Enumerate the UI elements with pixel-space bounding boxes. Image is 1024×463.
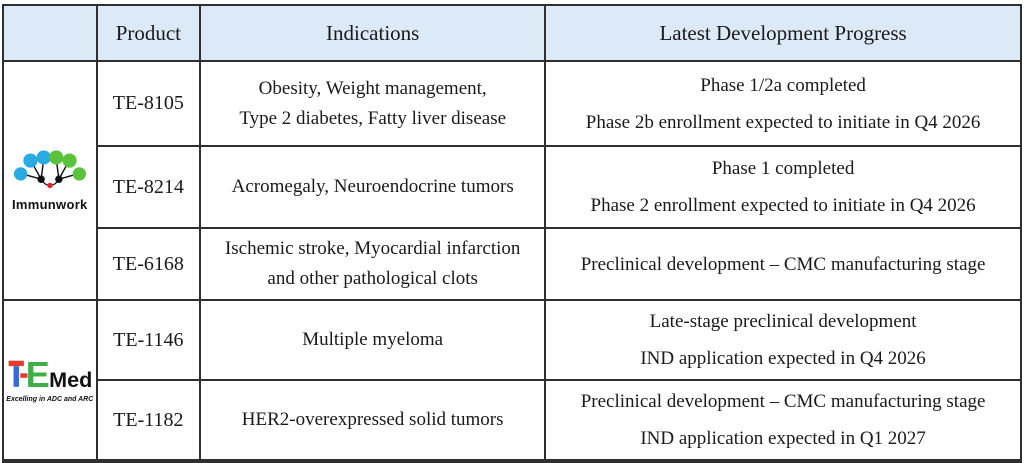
pipeline-table: Product Indications Latest Development P… [2, 4, 1022, 463]
indication-line: Obesity, Weight management, [258, 77, 487, 99]
table-row: TE-1182 HER2-overexpressed solid tumors … [3, 379, 1022, 462]
indication-line: Acromegaly, Neuroendocrine tumors [231, 176, 514, 197]
indications-cell: Acromegaly, Neuroendocrine tumors [199, 145, 547, 229]
product-cell: TE-1182 [95, 379, 202, 462]
product-cell: TE-8105 [95, 60, 202, 147]
header-progress: Latest Development Progress [544, 4, 1022, 62]
progress-line: Preclinical development – CMC manufactur… [580, 391, 986, 412]
progress-cell: Preclinical development – CMC manufactur… [544, 379, 1022, 462]
product-cell: TE-8214 [95, 145, 202, 229]
company-logo-cell-immunwork: Immunwork [2, 60, 98, 301]
svg-text:Meds: Meds [49, 366, 92, 391]
svg-text:E: E [25, 358, 49, 394]
progress-line: Phase 2 enrollment expected to initiate … [590, 195, 976, 216]
header-product: Product [95, 4, 202, 62]
table-row: TE-6168 Ischemic stroke, Myocardial infa… [3, 227, 1022, 301]
progress-line: Phase 2b enrollment expected to initiate… [585, 111, 981, 133]
progress-line: Phase 1 completed [711, 158, 855, 179]
indication-line: Type 2 diabetes, Fatty liver disease [239, 107, 507, 129]
progress-line: Preclinical development – CMC manufactur… [580, 253, 986, 275]
table-row: E Meds Excelling in ADC and ARC TE-1146 … [2, 299, 1022, 462]
indication-line: Multiple myeloma [302, 329, 444, 350]
company-logo-cell-temeds: E Meds Excelling in ADC and ARC [2, 299, 98, 462]
temeds-tagline: Excelling in ADC and ARC [6, 395, 94, 403]
temeds-logo: E Meds Excelling in ADC and ARC [6, 358, 93, 403]
temeds-wordmark-icon: E Meds [8, 358, 92, 394]
indications-cell: Ischemic stroke, Myocardial infarction a… [199, 227, 547, 301]
indication-line: and other pathological clots [267, 268, 478, 289]
progress-cell: Phase 1/2a completed Phase 2b enrollment… [544, 60, 1022, 147]
product-cell: TE-1146 [95, 299, 202, 381]
immunwork-logo: Immunwork [10, 149, 90, 212]
header-indications: Indications [199, 4, 547, 62]
indication-line: HER2-overexpressed solid tumors [241, 409, 504, 430]
immunwork-molecule-icon [13, 149, 86, 188]
product-cell: TE-6168 [95, 227, 202, 301]
indications-cell: HER2-overexpressed solid tumors [199, 379, 547, 462]
progress-line: IND application expected in Q1 2027 [640, 428, 926, 449]
header-row: Product Indications Latest Development P… [2, 4, 1022, 62]
header-logo-cell [2, 4, 98, 62]
progress-cell: Phase 1 completed Phase 2 enrollment exp… [544, 145, 1022, 229]
progress-line: Late-stage preclinical development [649, 311, 917, 332]
progress-cell: Late-stage preclinical development IND a… [544, 299, 1022, 381]
indication-line: Ischemic stroke, Myocardial infarction [224, 238, 521, 259]
indications-cell: Obesity, Weight management, Type 2 diabe… [199, 60, 547, 147]
table-row: TE-8214 Acromegaly, Neuroendocrine tumor… [3, 145, 1022, 229]
progress-line: IND application expected in Q4 2026 [640, 348, 926, 369]
table-row: Immunwork TE-8105 Obesity, Weight manage… [2, 60, 1022, 301]
immunwork-wordmark: Immunwork [11, 196, 88, 212]
indications-cell: Multiple myeloma [199, 299, 547, 381]
progress-line: Phase 1/2a completed [700, 74, 866, 96]
progress-cell: Preclinical development – CMC manufactur… [544, 227, 1022, 301]
